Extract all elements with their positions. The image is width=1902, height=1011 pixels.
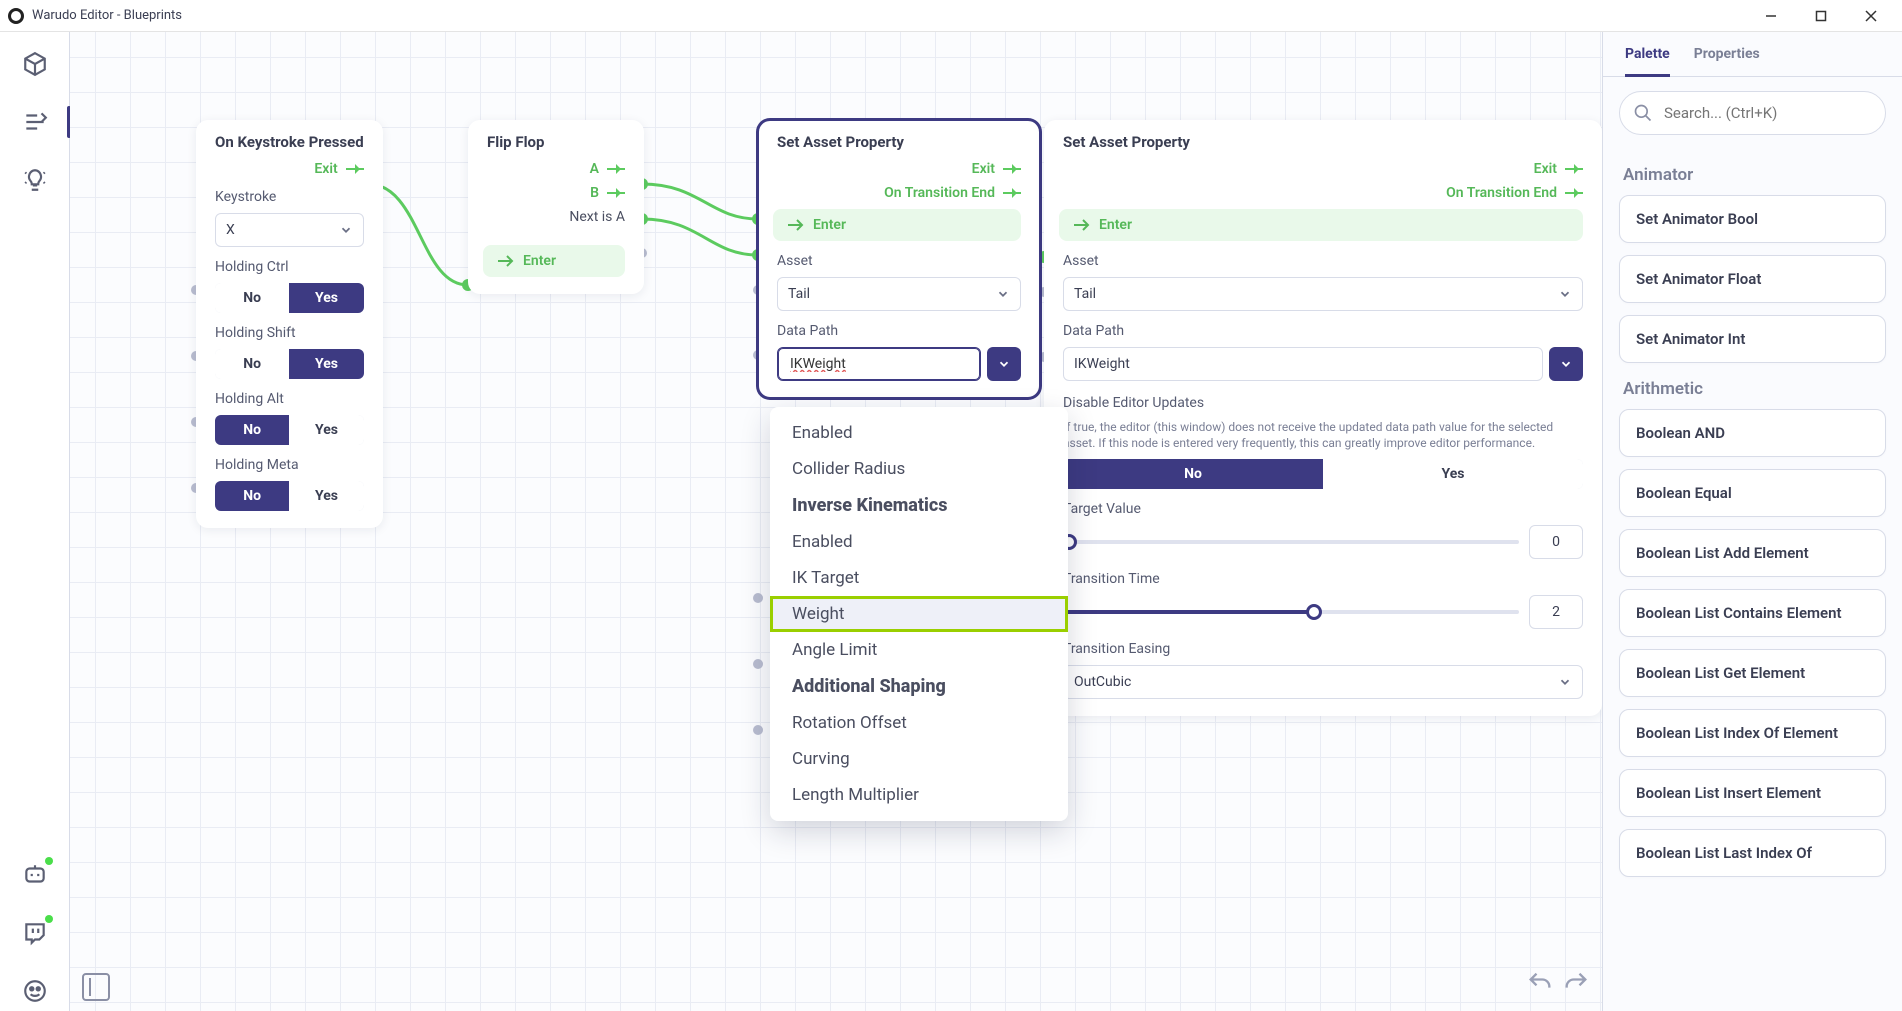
rail-tips[interactable] xyxy=(15,160,55,200)
dropdown-item[interactable]: Collider Radius xyxy=(770,451,1068,487)
node-flip-flop[interactable]: Flip Flop A B Next is A Enter xyxy=(468,120,644,294)
canvas-panel-toggle[interactable] xyxy=(82,973,110,1001)
rail-twitch[interactable] xyxy=(15,913,55,953)
holding-meta-toggle[interactable]: No Yes xyxy=(215,481,364,511)
target-value-slider[interactable] xyxy=(1063,540,1519,544)
palette-item[interactable]: Boolean List Add Element xyxy=(1619,529,1886,577)
data-out-next[interactable]: Next is A xyxy=(487,209,625,225)
data-path-input[interactable] xyxy=(777,347,981,381)
undo-button[interactable] xyxy=(1526,969,1554,1001)
transition-time-slider[interactable] xyxy=(1063,610,1519,614)
window-close[interactable] xyxy=(1848,0,1894,32)
window-maximize[interactable] xyxy=(1798,0,1844,32)
disable-editor-toggle[interactable]: No Yes xyxy=(1063,459,1583,489)
blueprint-canvas[interactable]: On Keystroke Pressed Exit Keystroke X Ho… xyxy=(70,32,1602,1011)
exec-out-b[interactable]: B xyxy=(487,185,625,201)
rail-blueprints[interactable] xyxy=(15,102,55,142)
rail-assets[interactable] xyxy=(15,44,55,84)
node-title: Set Asset Property xyxy=(1045,121,1601,161)
transition-time-input[interactable]: 2 xyxy=(1529,595,1583,629)
dropdown-item[interactable]: Angle Limit xyxy=(770,632,1068,668)
field-label: Keystroke xyxy=(215,189,364,205)
search-input[interactable] xyxy=(1619,91,1886,135)
data-path-dropdown-button[interactable] xyxy=(1549,347,1583,381)
node-title: On Keystroke Pressed xyxy=(197,121,382,161)
node-title: Set Asset Property xyxy=(759,121,1039,161)
redo-button[interactable] xyxy=(1562,969,1590,1001)
palette-item[interactable]: Boolean Equal xyxy=(1619,469,1886,517)
titlebar: Warudo Editor - Blueprints xyxy=(0,0,1902,32)
node-set-asset-property-1[interactable]: Set Asset Property Exit On Transition En… xyxy=(758,120,1040,398)
dropdown-item: Inverse Kinematics xyxy=(770,487,1068,524)
exec-out-exit[interactable]: Exit xyxy=(215,161,364,177)
asset-select[interactable]: Tail xyxy=(1063,277,1583,311)
palette-item[interactable]: Boolean List Insert Element xyxy=(1619,769,1886,817)
disable-editor-desc: If true, the editor (this window) does n… xyxy=(1063,419,1583,451)
dropdown-item[interactable]: IK Target xyxy=(770,560,1068,596)
exec-out-transition-end[interactable]: On Transition End xyxy=(777,185,1021,201)
palette-item[interactable]: Set Animator Int xyxy=(1619,315,1886,363)
data-path-input[interactable]: IKWeight xyxy=(1063,347,1543,381)
data-path-dropdown[interactable]: EnabledCollider RadiusInverse Kinematics… xyxy=(770,407,1068,821)
palette-item[interactable]: Boolean List Get Element xyxy=(1619,649,1886,697)
palette-item[interactable]: Boolean AND xyxy=(1619,409,1886,457)
search-icon xyxy=(1633,103,1653,123)
dropdown-item[interactable]: Curving xyxy=(770,741,1068,777)
exec-out-exit[interactable]: Exit xyxy=(1063,161,1583,177)
holding-shift-toggle[interactable]: No Yes xyxy=(215,349,364,379)
data-path-dropdown-button[interactable] xyxy=(987,347,1021,381)
target-value-input[interactable]: 0 xyxy=(1529,525,1583,559)
exec-out-exit[interactable]: Exit xyxy=(777,161,1021,177)
node-set-asset-property-2[interactable]: Set Asset Property Exit On Transition En… xyxy=(1044,120,1602,716)
asset-select[interactable]: Tail xyxy=(777,277,1021,311)
rail-settings[interactable] xyxy=(15,971,55,1011)
exec-in-enter[interactable]: Enter xyxy=(1059,209,1583,241)
dropdown-item[interactable]: Rotation Offset xyxy=(770,705,1068,741)
left-rail xyxy=(0,32,70,1011)
palette-section-title: Arithmetic xyxy=(1623,379,1882,399)
tab-palette[interactable]: Palette xyxy=(1625,46,1670,77)
dropdown-item: Additional Shaping xyxy=(770,668,1068,705)
exec-in-enter[interactable]: Enter xyxy=(773,209,1021,241)
palette-section-title: Animator xyxy=(1623,165,1882,185)
window-minimize[interactable] xyxy=(1748,0,1794,32)
exec-out-transition-end[interactable]: On Transition End xyxy=(1063,185,1583,201)
dropdown-item[interactable]: Enabled xyxy=(770,524,1068,560)
dropdown-item[interactable]: Weight xyxy=(770,596,1068,632)
tab-properties[interactable]: Properties xyxy=(1694,46,1760,76)
palette-item[interactable]: Boolean List Last Index Of xyxy=(1619,829,1886,877)
dropdown-item[interactable]: Enabled xyxy=(770,415,1068,451)
palette-item[interactable]: Set Animator Float xyxy=(1619,255,1886,303)
palette-item[interactable]: Boolean List Index Of Element xyxy=(1619,709,1886,757)
palette-list[interactable]: Animator Set Animator Bool Set Animator Fl… xyxy=(1603,145,1902,1011)
holding-ctrl-toggle[interactable]: No Yes xyxy=(215,283,364,313)
node-on-keystroke-pressed[interactable]: On Keystroke Pressed Exit Keystroke X Ho… xyxy=(196,120,383,528)
exec-in-enter[interactable]: Enter xyxy=(483,245,625,277)
palette-item[interactable]: Set Animator Bool xyxy=(1619,195,1886,243)
exec-out-a[interactable]: A xyxy=(487,161,625,177)
node-title: Flip Flop xyxy=(469,121,643,161)
app-icon xyxy=(8,8,24,24)
keystroke-select[interactable]: X xyxy=(215,213,364,247)
easing-select[interactable]: OutCubic xyxy=(1063,665,1583,699)
right-panel: Palette Properties Animator Set Animator … xyxy=(1602,32,1902,1011)
dropdown-item[interactable]: Length Multiplier xyxy=(770,777,1068,813)
palette-item[interactable]: Boolean List Contains Element xyxy=(1619,589,1886,637)
holding-alt-toggle[interactable]: No Yes xyxy=(215,415,364,445)
window-title: Warudo Editor - Blueprints xyxy=(32,8,182,23)
rail-stream-bot[interactable] xyxy=(15,855,55,895)
